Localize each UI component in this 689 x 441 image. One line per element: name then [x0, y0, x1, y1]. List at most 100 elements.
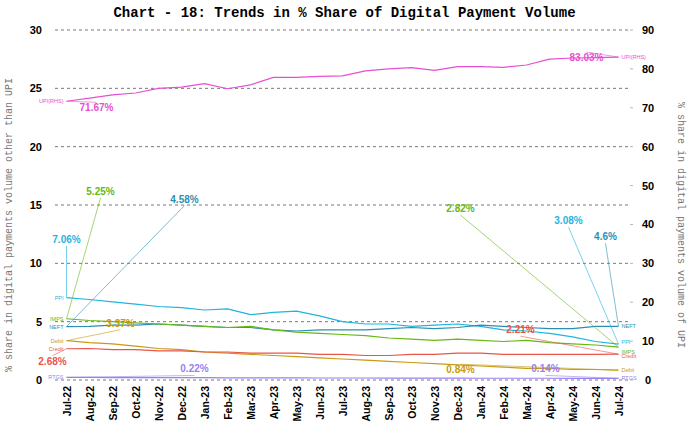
grid-line: [55, 146, 630, 147]
series-name: PPI: [622, 339, 631, 345]
grid-line: [55, 263, 630, 264]
data-label: 0.84%: [446, 364, 474, 375]
y2-tick: [630, 224, 633, 225]
x-tick-label: Oct-22: [130, 386, 142, 419]
x-tick-label: Jul-24: [613, 386, 625, 417]
y2-tick: [630, 341, 633, 342]
leader-line: [521, 336, 619, 354]
y2-tick-label: 70: [642, 102, 654, 114]
y-tick-label: 10: [30, 257, 42, 269]
y2-tick-label: 0: [645, 374, 651, 386]
y-tick-label: 15: [30, 199, 42, 211]
series-name: PPI: [55, 295, 64, 301]
y2-tick-label: 10: [642, 335, 654, 347]
series-name: UPI(RHS): [622, 54, 647, 60]
grid-line: [55, 30, 630, 31]
x-tick-label: Apr-24: [544, 386, 556, 419]
y-tick-label: 25: [30, 82, 42, 94]
x-tick-label: May-24: [567, 386, 579, 422]
x-tick-label: Nov-22: [153, 386, 165, 421]
y2-tick: [630, 263, 633, 264]
leader-line: [66, 246, 67, 298]
y-tick-label: 0: [36, 374, 42, 386]
x-tick-label: Mar-23: [245, 386, 257, 420]
series-line: [67, 324, 619, 331]
y2-tick: [630, 68, 633, 69]
data-label: 7.06%: [52, 234, 80, 245]
series-line: [67, 349, 619, 356]
data-label: 0.22%: [180, 363, 208, 374]
data-label: 4.58%: [170, 194, 198, 205]
y-tick-label: 5: [36, 316, 42, 328]
lines: [67, 57, 619, 378]
labels: UPI(RHS) UPI(RHS) 71.67% 83.03% PPI PPI 7.06% 3…: [38, 52, 646, 381]
x-tick-label: Sep-23: [383, 386, 395, 421]
data-label: 2.68%: [38, 356, 66, 367]
series-name: Debit: [51, 338, 64, 344]
x-tick-label: Jan-24: [475, 386, 487, 419]
series-name: Credit: [622, 353, 637, 359]
y2-tick: [630, 30, 633, 31]
series-name: NEFT: [49, 324, 64, 330]
y-tick-label: 30: [30, 24, 42, 36]
data-label: 0.14%: [531, 363, 559, 374]
series-line: [67, 377, 619, 379]
x-tick-label: Feb-24: [498, 386, 510, 420]
grid-line: [55, 205, 630, 206]
chart: Chart - 18: Trends in % Share of Digital…: [0, 0, 689, 441]
x-tick-label: Jul-22: [61, 386, 73, 417]
y2-tick: [630, 185, 633, 186]
series-name: RTGS: [48, 374, 64, 380]
leader-line: [67, 206, 185, 327]
x-tick-label: Dec-23: [452, 386, 464, 421]
y2-tick: [630, 146, 633, 147]
x-tick-label: Nov-23: [429, 386, 441, 421]
leader-line: [67, 330, 121, 341]
series-line: [67, 57, 619, 101]
leader-line: [546, 375, 619, 378]
series-line: [67, 319, 619, 347]
data-label: 71.67%: [80, 102, 114, 113]
y2-tick-label: 60: [642, 141, 654, 153]
x-tick-label: Jan-23: [199, 386, 211, 419]
x-tick-label: May-23: [291, 386, 303, 422]
x-tick-label: Oct-23: [406, 386, 418, 419]
x-tick-label: Jun-24: [590, 386, 602, 420]
series-name: RTGS: [622, 375, 638, 381]
y-tick-label: 20: [30, 141, 42, 153]
x-tick-label: Aug-22: [84, 386, 96, 422]
data-label: 2.21%: [506, 324, 534, 335]
y-axis-title: % share in digital payments volume other…: [4, 78, 15, 372]
y2-tick-label: 50: [642, 180, 654, 192]
x-tick-label: Dec-22: [176, 386, 188, 421]
series-name: UPI(RHS): [39, 98, 64, 104]
y2-tick: [630, 107, 633, 108]
leader-line: [606, 243, 619, 326]
y2-tick: [630, 302, 633, 303]
y2-tick-label: 90: [642, 24, 654, 36]
leader-line: [67, 375, 195, 377]
data-label: 83.03%: [570, 52, 604, 63]
y2-tick-label: 20: [642, 296, 654, 308]
grid-line: [55, 88, 630, 89]
grid-line: [55, 380, 630, 381]
leader-line: [53, 349, 67, 356]
y2-tick-label: 80: [642, 63, 654, 75]
series-line: [67, 298, 619, 344]
y2-tick-label: 40: [642, 218, 654, 230]
x-tick-label: Aug-23: [360, 386, 372, 422]
x-tick-label: Mar-24: [521, 386, 533, 420]
data-label: 2.82%: [446, 203, 474, 214]
y2-axis-title: % share in digital payments volume of UP…: [675, 102, 686, 348]
series-name: Debit: [622, 367, 635, 373]
x-tick-label: Apr-23: [268, 386, 280, 419]
x-tick-label: Jul-23: [337, 386, 349, 417]
series-name: NEFT: [622, 323, 637, 329]
x-tick-label: Feb-23: [222, 386, 234, 420]
data-label: 3.37%: [106, 318, 134, 329]
data-label: 5.25%: [86, 186, 114, 197]
title: Chart - 18: Trends in % Share of Digital…: [113, 5, 575, 21]
y2-tick-label: 30: [642, 257, 654, 269]
data-label: 4.6%: [594, 231, 617, 242]
x-tick-label: Sep-22: [107, 386, 119, 421]
